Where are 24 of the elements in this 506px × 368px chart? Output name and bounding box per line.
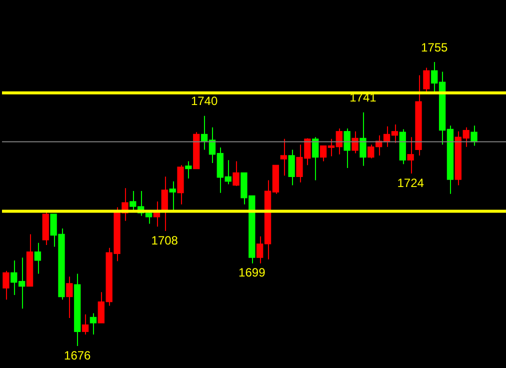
annotation: 1676 (64, 348, 92, 362)
candlestick (288, 149, 295, 186)
annotation: 1740 (190, 94, 218, 108)
candlestick (360, 112, 366, 166)
candlestick (344, 128, 350, 169)
candlestick (66, 276, 73, 318)
candlestick (470, 125, 478, 146)
candlestick (185, 160, 192, 179)
candlestick (232, 160, 240, 187)
candlestick (312, 136, 319, 181)
candlestick (423, 67, 430, 92)
candlestick (34, 242, 42, 274)
candlestick (2, 270, 10, 300)
annotation: 1708 (151, 233, 178, 248)
annotation: 1724 (397, 176, 424, 190)
candlestick (90, 312, 97, 335)
candlestick (407, 136, 414, 174)
annotation: 1755 (421, 40, 448, 54)
candlestick (352, 130, 358, 154)
candlestick (82, 314, 89, 335)
candlestick (161, 176, 168, 232)
annotation: 1699 (238, 266, 266, 280)
candlestick (280, 138, 287, 176)
candlestick (169, 180, 176, 211)
